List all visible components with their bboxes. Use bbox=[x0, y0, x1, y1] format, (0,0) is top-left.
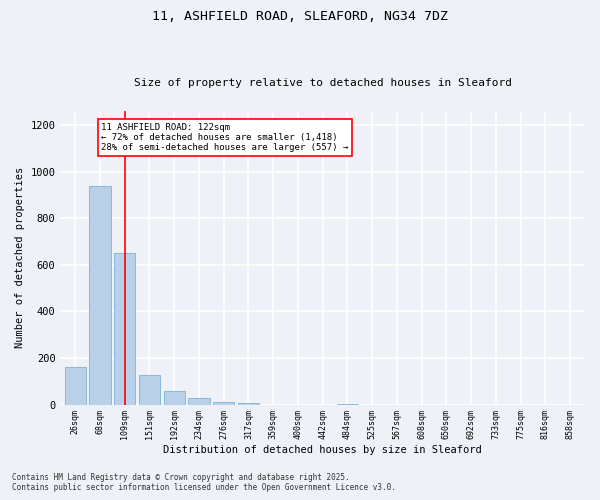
Text: 11 ASHFIELD ROAD: 122sqm
← 72% of detached houses are smaller (1,418)
28% of sem: 11 ASHFIELD ROAD: 122sqm ← 72% of detach… bbox=[101, 122, 349, 152]
Title: Size of property relative to detached houses in Sleaford: Size of property relative to detached ho… bbox=[134, 78, 512, 88]
Bar bbox=[139, 376, 160, 404]
Bar bbox=[164, 391, 185, 404]
Bar bbox=[89, 186, 110, 404]
Text: Contains HM Land Registry data © Crown copyright and database right 2025.
Contai: Contains HM Land Registry data © Crown c… bbox=[12, 473, 396, 492]
Bar bbox=[213, 402, 234, 404]
X-axis label: Distribution of detached houses by size in Sleaford: Distribution of detached houses by size … bbox=[163, 445, 482, 455]
Text: 11, ASHFIELD ROAD, SLEAFORD, NG34 7DZ: 11, ASHFIELD ROAD, SLEAFORD, NG34 7DZ bbox=[152, 10, 448, 23]
Bar bbox=[114, 253, 135, 404]
Bar bbox=[65, 368, 86, 405]
Y-axis label: Number of detached properties: Number of detached properties bbox=[15, 167, 25, 348]
Bar bbox=[188, 398, 209, 404]
